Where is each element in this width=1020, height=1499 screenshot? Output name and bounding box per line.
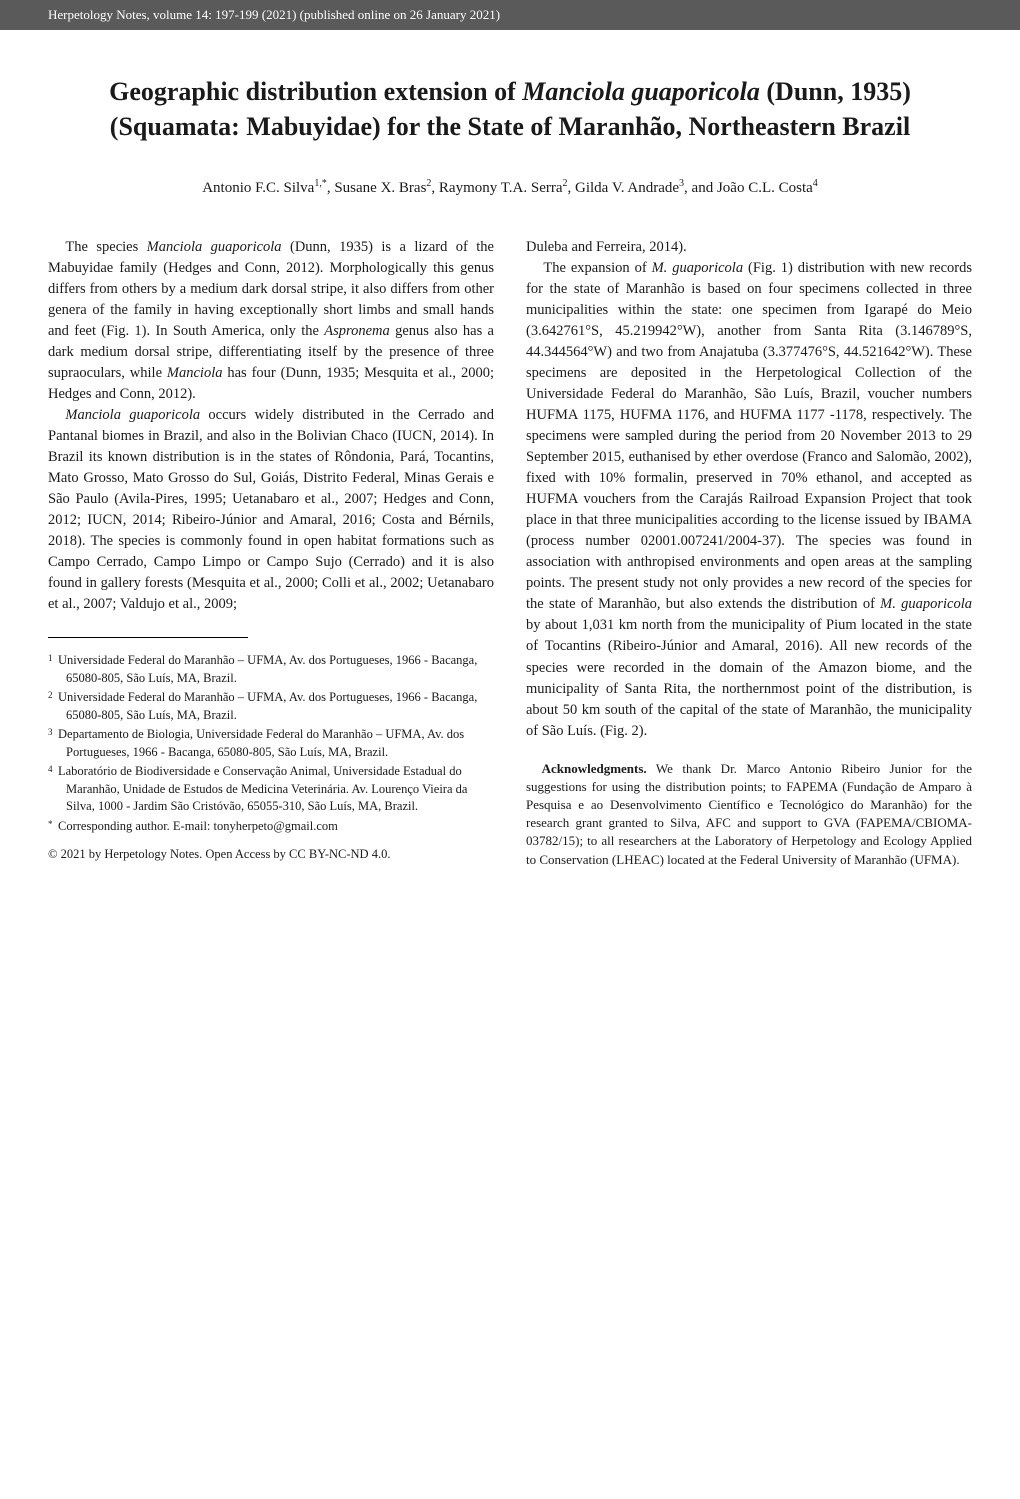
journal-line: Herpetology Notes, volume 14: 197-199 (2… <box>48 7 500 22</box>
affiliation-separator <box>48 637 248 638</box>
right-column: Duleba and Ferreira, 2014). The expansio… <box>526 237 972 869</box>
affiliation-number: * <box>48 818 55 836</box>
affiliation-number: 3 <box>48 726 55 761</box>
two-column-body: The species Manciola guaporicola (Dunn, … <box>48 237 972 869</box>
affiliation-text: Laboratório de Biodiversidade e Conserva… <box>58 763 494 816</box>
acknowledgments-heading: Acknowledgments. <box>542 761 647 776</box>
affiliation-number: 4 <box>48 763 55 816</box>
body-paragraph-continuation: Duleba and Ferreira, 2014). <box>526 237 972 258</box>
affiliation-text: Universidade Federal do Maranhão – UFMA,… <box>58 689 494 724</box>
affiliation-text: Departamento de Biologia, Universidade F… <box>58 726 494 761</box>
affiliation: 1 Universidade Federal do Maranhão – UFM… <box>48 652 494 687</box>
copyright-line: © 2021 by Herpetology Notes. Open Access… <box>48 845 494 863</box>
affiliation-number: 2 <box>48 689 55 724</box>
left-column: The species Manciola guaporicola (Dunn, … <box>48 237 494 869</box>
authors-line: Antonio F.C. Silva1,*, Susane X. Bras2, … <box>48 178 972 197</box>
journal-header-bar: Herpetology Notes, volume 14: 197-199 (2… <box>0 0 1020 30</box>
body-paragraph: Manciola guaporicola occurs widely distr… <box>48 405 494 615</box>
affiliation-text: Universidade Federal do Maranhão – UFMA,… <box>58 652 494 687</box>
affiliation-number: 1 <box>48 652 55 687</box>
body-paragraph: The species Manciola guaporicola (Dunn, … <box>48 237 494 405</box>
affiliation-text: Corresponding author. E-mail: tonyherpet… <box>58 818 494 836</box>
affiliations-block: 1 Universidade Federal do Maranhão – UFM… <box>48 652 494 835</box>
affiliation: 3 Departamento de Biologia, Universidade… <box>48 726 494 761</box>
affiliation: 2 Universidade Federal do Maranhão – UFM… <box>48 689 494 724</box>
body-paragraph: The expansion of M. guaporicola (Fig. 1)… <box>526 258 972 741</box>
acknowledgments-text: We thank Dr. Marco Antonio Ribeiro Junio… <box>526 761 972 867</box>
article-title: Geographic distribution extension of Man… <box>48 74 972 144</box>
page-content: Geographic distribution extension of Man… <box>0 30 1020 889</box>
affiliation: 4 Laboratório de Biodiversidade e Conser… <box>48 763 494 816</box>
acknowledgments-paragraph: Acknowledgments. We thank Dr. Marco Anto… <box>526 760 972 869</box>
corresponding-author: * Corresponding author. E-mail: tonyherp… <box>48 818 494 836</box>
